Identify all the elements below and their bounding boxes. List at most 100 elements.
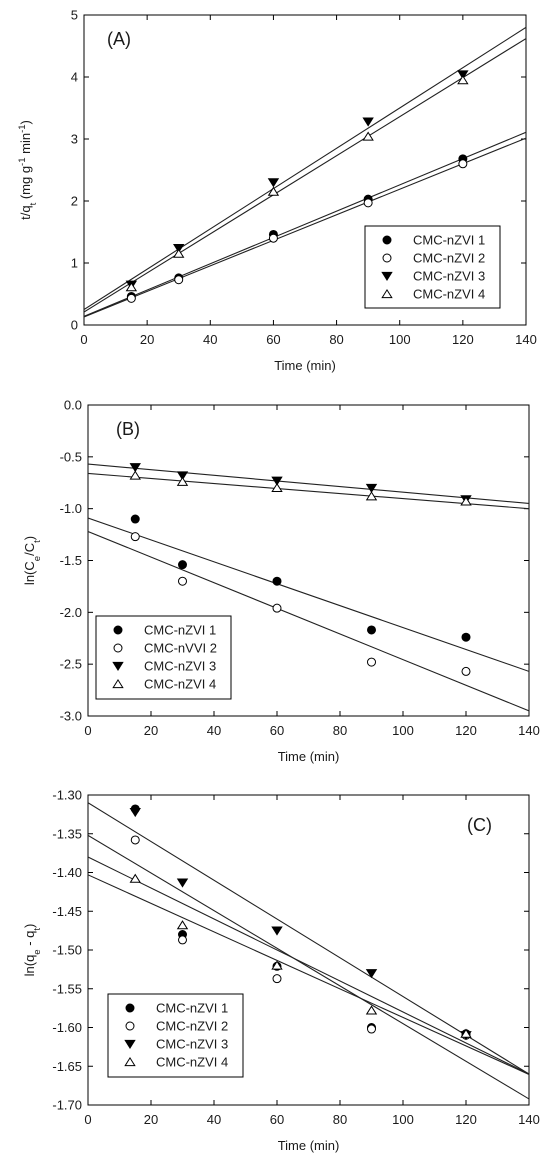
legend-marker	[124, 1056, 136, 1067]
x-tick-label: 0	[80, 332, 87, 347]
legend: CMC-nZVI 1 CMC-nZVI 2 CMC-nZVI 3 CMC-nZVI 4	[107, 993, 244, 1078]
data-point	[129, 807, 141, 818]
data-point	[457, 70, 469, 80]
panel-label: (C)	[467, 815, 492, 835]
data-point	[173, 248, 185, 258]
y-tick-label: -2.5	[60, 657, 82, 672]
data-point	[129, 873, 141, 883]
x-tick-label: 80	[333, 723, 347, 738]
y-tick-label: -1.0	[60, 501, 82, 516]
chart-panel-2: 0 20 40 60 80 100 120 140 0.0 -0.5 -1.0 -1.5 -2.0 -2.…	[22, 398, 540, 765]
legend: CMC-nZVI 1 CMC-nVVI 2 CMC-nZVI 3 CMC-nZVI 4	[95, 615, 232, 700]
fit-line	[88, 856, 529, 1075]
y-tick-label: -1.40	[52, 865, 82, 880]
legend-label: CMC-nZVI 4	[156, 1055, 228, 1070]
legend-label: CMC-nVVI 2	[144, 641, 217, 656]
data-point	[272, 603, 282, 613]
data-point	[272, 576, 282, 586]
data-point	[461, 666, 471, 676]
data-point	[126, 293, 136, 303]
data-point	[365, 483, 378, 493]
legend-marker	[381, 288, 393, 299]
data-point	[365, 969, 378, 979]
legend-label: CMC-nZVI 3	[156, 1037, 228, 1052]
data-point	[178, 560, 187, 570]
fit-line	[84, 137, 526, 318]
data-point	[178, 576, 187, 586]
x-tick-label: 100	[392, 723, 414, 738]
legend-marker	[382, 235, 392, 245]
legend-marker	[125, 1003, 135, 1013]
data-point	[129, 463, 141, 473]
legend-label: CMC-nZVI 2	[413, 251, 485, 266]
y-tick-label: 1	[71, 256, 78, 271]
legend-label: CMC-nZVI 4	[413, 287, 485, 302]
x-tick-label: 120	[455, 1112, 477, 1127]
x-tick-label: 140	[518, 1112, 540, 1127]
panel-label: (A)	[107, 29, 131, 49]
y-tick-label: -0.5	[60, 449, 82, 464]
x-tick-label: 60	[270, 723, 284, 738]
x-tick-label: 80	[333, 1112, 347, 1127]
x-tick-label: 20	[144, 1112, 158, 1127]
data-point	[367, 657, 376, 667]
data-point	[460, 1028, 472, 1038]
data-point	[267, 186, 280, 196]
y-tick-label: 0.0	[64, 398, 82, 413]
y-tick-label: 2	[71, 194, 78, 209]
legend-marker	[124, 1039, 136, 1050]
x-tick-label: 0	[84, 1112, 91, 1127]
data-point	[176, 476, 189, 486]
x-tick-label: 60	[266, 332, 280, 347]
y-tick-label: 0	[71, 318, 78, 333]
x-tick-label: 20	[144, 723, 158, 738]
data-point	[458, 159, 468, 169]
x-tick-label: 60	[270, 1112, 284, 1127]
legend: CMC-nZVI 1 CMC-nZVI 2 CMC-nZVI 3 CMC-nZVI 4	[364, 225, 501, 309]
y-tick-label: -1.70	[52, 1098, 82, 1113]
data-point	[272, 974, 282, 984]
fit-line	[84, 38, 526, 313]
legend-marker	[112, 661, 124, 672]
data-point	[125, 282, 138, 292]
data-point	[130, 514, 140, 524]
data-point	[271, 926, 283, 936]
data-point	[365, 1005, 378, 1015]
legend-marker	[125, 1021, 135, 1031]
data-point	[173, 244, 185, 254]
y-axis-title: t/qt (mg g-1 min-1)	[17, 120, 39, 220]
legend-marker	[113, 643, 123, 653]
x-tick-label: 20	[140, 332, 154, 347]
data-point	[178, 935, 187, 945]
plot-frame	[83, 14, 527, 326]
y-tick-label: -1.50	[52, 943, 82, 958]
legend-label: CMC-nZVI 2	[156, 1019, 228, 1034]
x-tick-label: 0	[84, 723, 91, 738]
data-point	[362, 131, 374, 141]
x-axis-title: Time (min)	[278, 1138, 340, 1153]
data-point	[130, 835, 140, 845]
y-tick-label: -1.65	[52, 1059, 82, 1074]
fit-line	[88, 834, 529, 1100]
data-point	[176, 920, 189, 930]
fit-line	[88, 802, 529, 1075]
panel-label: (B)	[116, 419, 140, 439]
data-point	[174, 275, 184, 285]
x-tick-label: 120	[452, 332, 474, 347]
y-tick-label: -1.55	[52, 981, 82, 996]
data-point	[362, 117, 374, 127]
y-tick-label: -1.60	[52, 1020, 82, 1035]
legend-label: CMC-nZVI 3	[413, 269, 485, 284]
x-tick-label: 80	[329, 332, 343, 347]
legend-label: CMC-nZVI 4	[144, 677, 216, 692]
legend-marker	[113, 625, 123, 635]
x-tick-label: 40	[207, 723, 221, 738]
fit-line	[88, 472, 529, 510]
legend-label: CMC-nZVI 1	[144, 623, 216, 638]
y-tick-label: -1.35	[52, 826, 82, 841]
data-point	[268, 233, 278, 243]
y-axis-title: ln(qe - qt)	[22, 924, 43, 977]
data-point	[129, 470, 141, 480]
